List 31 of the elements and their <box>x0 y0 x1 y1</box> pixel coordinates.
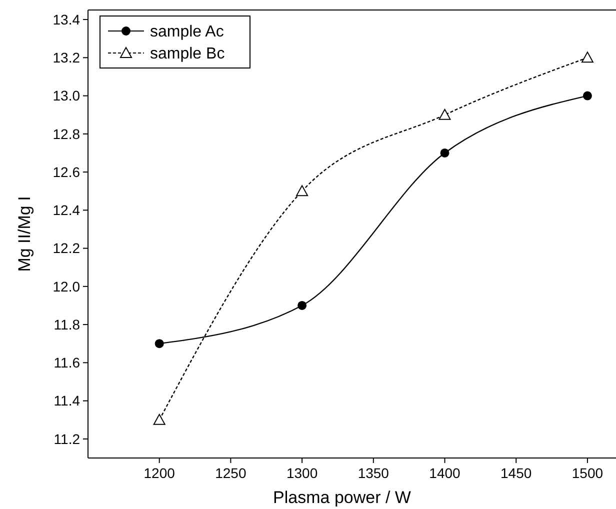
y-tick-label: 12.8 <box>52 126 80 142</box>
x-tick-label: 1250 <box>215 465 246 481</box>
y-tick-label: 12.0 <box>52 278 80 294</box>
point <box>582 91 592 100</box>
point <box>153 414 166 425</box>
point <box>296 185 308 196</box>
point <box>154 339 164 348</box>
y-tick-label: 11.8 <box>54 316 80 332</box>
y-tick-label: 11.4 <box>54 392 80 409</box>
y-tick-label: 13.4 <box>52 11 80 28</box>
x-tick-label: 1350 <box>358 465 390 481</box>
x-tick-label: 1500 <box>572 465 604 481</box>
y-tick-label: 13.2 <box>52 50 80 66</box>
legend-label: sample Ac <box>150 24 224 41</box>
point <box>440 148 450 158</box>
point <box>581 52 594 63</box>
y-tick-label: 12.6 <box>52 164 80 180</box>
y-tick-label: 12.2 <box>52 240 80 256</box>
x-tick-label: 1300 <box>286 465 318 481</box>
x-tick-label: 1400 <box>429 465 461 481</box>
x-tick-label: 1450 <box>500 465 532 481</box>
legend-label: sample Bc <box>150 46 225 63</box>
point <box>438 108 451 120</box>
y-tick-label: 11.6 <box>54 354 80 371</box>
y-tick-label: 11.2 <box>54 430 80 447</box>
y-axis-title: Mg II/Mg I <box>15 196 34 272</box>
y-tick-label: 12.4 <box>52 202 80 218</box>
x-tick-label: 1200 <box>144 465 176 481</box>
y-tick-label: 13.0 <box>52 88 80 104</box>
point <box>298 300 307 310</box>
x-axis-title: Plasma power / W <box>273 488 411 507</box>
